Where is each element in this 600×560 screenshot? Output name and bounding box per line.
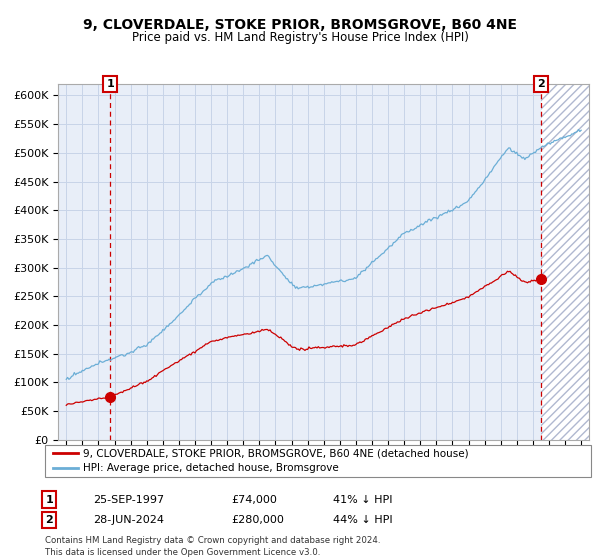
Text: £74,000: £74,000	[231, 494, 277, 505]
Text: Contains HM Land Registry data © Crown copyright and database right 2024.
This d: Contains HM Land Registry data © Crown c…	[45, 536, 380, 557]
Text: 44% ↓ HPI: 44% ↓ HPI	[333, 515, 392, 525]
Text: Price paid vs. HM Land Registry's House Price Index (HPI): Price paid vs. HM Land Registry's House …	[131, 31, 469, 44]
Bar	[541, 84, 600, 440]
Text: 1: 1	[106, 79, 114, 89]
FancyBboxPatch shape	[45, 445, 591, 477]
Text: 1: 1	[46, 494, 53, 505]
Text: 28-JUN-2024: 28-JUN-2024	[93, 515, 164, 525]
Text: 25-SEP-1997: 25-SEP-1997	[93, 494, 164, 505]
Text: 9, CLOVERDALE, STOKE PRIOR, BROMSGROVE, B60 4NE (detached house): 9, CLOVERDALE, STOKE PRIOR, BROMSGROVE, …	[83, 449, 469, 459]
Text: £280,000: £280,000	[231, 515, 284, 525]
Text: 9, CLOVERDALE, STOKE PRIOR, BROMSGROVE, B60 4NE: 9, CLOVERDALE, STOKE PRIOR, BROMSGROVE, …	[83, 18, 517, 32]
Bar	[541, 84, 600, 440]
Text: 2: 2	[46, 515, 53, 525]
Text: HPI: Average price, detached house, Bromsgrove: HPI: Average price, detached house, Brom…	[83, 463, 339, 473]
Bar	[541, 84, 600, 440]
Text: 41% ↓ HPI: 41% ↓ HPI	[333, 494, 392, 505]
Text: 2: 2	[537, 79, 545, 89]
